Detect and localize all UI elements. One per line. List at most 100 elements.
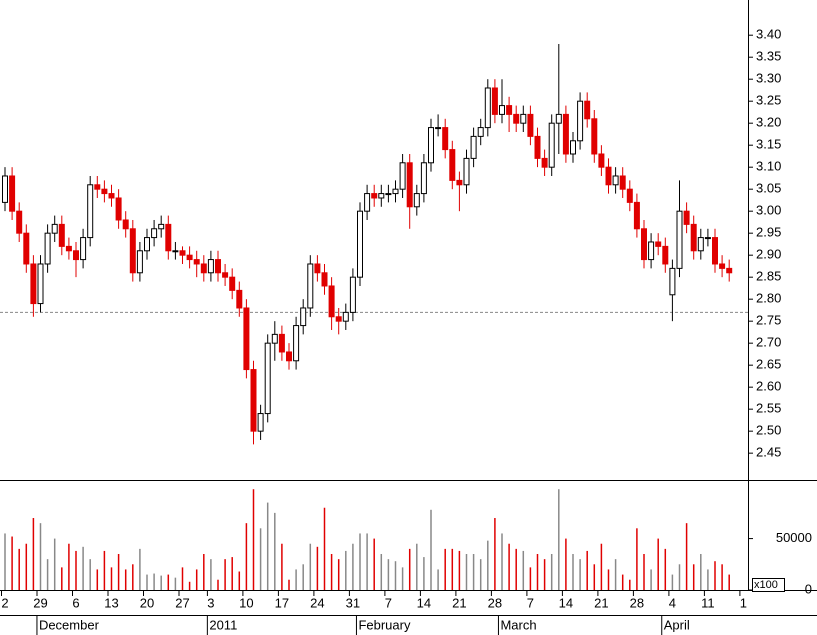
y-tick-label: 3.30 xyxy=(756,71,781,86)
candle-body xyxy=(577,100,584,142)
candle-body xyxy=(186,254,193,261)
y-tick-label: 2.90 xyxy=(756,247,781,262)
candle-body xyxy=(200,263,207,274)
x-tick-label: 11 xyxy=(701,595,715,610)
candle-body xyxy=(378,193,385,199)
y-tick-label: 3.10 xyxy=(756,159,781,174)
x-tick-label: 10 xyxy=(239,595,253,610)
candle-body xyxy=(690,223,697,252)
candle-body xyxy=(626,188,633,203)
y-tick-label: 3.00 xyxy=(756,203,781,218)
x-tick-label: 6 xyxy=(72,595,79,610)
y-tick-label: 2.50 xyxy=(756,423,781,438)
y-tick-label: 2.55 xyxy=(756,401,781,416)
candle-body xyxy=(328,285,335,318)
candle-body xyxy=(179,250,186,256)
x-tick-label: 24 xyxy=(310,595,324,610)
candle-body xyxy=(335,316,342,322)
candle-body xyxy=(80,237,87,261)
x-tick-label: 17 xyxy=(275,595,289,610)
candle-body xyxy=(456,179,463,186)
candle-body xyxy=(349,276,356,313)
candle-body xyxy=(101,188,108,195)
month-label: March xyxy=(500,617,536,632)
y-tick-label: 3.40 xyxy=(756,27,781,42)
candle-body xyxy=(371,193,378,199)
month-label: February xyxy=(358,617,411,632)
candle-body xyxy=(406,162,413,208)
candle-body xyxy=(271,333,278,344)
candle-body xyxy=(23,232,30,265)
x-tick-label: 21 xyxy=(594,595,608,610)
candle-body xyxy=(555,113,562,124)
candle-body xyxy=(293,325,300,362)
month-label: April xyxy=(664,617,690,632)
candle-body xyxy=(115,197,122,221)
candle-body xyxy=(704,237,711,240)
candle-body xyxy=(364,193,371,212)
x-tick-label: 2 xyxy=(1,595,8,610)
x-tick-label: 28 xyxy=(488,595,502,610)
month-label: 2011 xyxy=(209,617,237,632)
x-tick-label: 3 xyxy=(207,595,214,610)
y-tick-label: 3.15 xyxy=(756,137,781,152)
candle-body xyxy=(463,157,470,186)
candle-body xyxy=(314,263,321,274)
candle-body xyxy=(9,175,16,212)
candle-body xyxy=(605,166,612,186)
candle-body xyxy=(16,210,23,234)
candle-body xyxy=(449,149,456,181)
candle-body xyxy=(612,175,619,186)
candle-body xyxy=(719,263,726,269)
y-tick-label: 2.80 xyxy=(756,291,781,306)
candle-body xyxy=(357,210,363,278)
candle-body xyxy=(726,267,733,274)
unit-box xyxy=(752,578,785,592)
candle-body xyxy=(541,157,548,168)
candle-body xyxy=(243,307,250,371)
y-tick-label: 2.85 xyxy=(756,269,781,284)
candle-body xyxy=(399,162,406,190)
candle-body xyxy=(51,223,58,234)
candle-body xyxy=(662,245,669,265)
month-label: December xyxy=(39,617,100,632)
y-tick-label: 3.25 xyxy=(756,93,781,108)
candle-body xyxy=(633,201,640,230)
x-tick-label: 1 xyxy=(740,595,747,610)
candle-body xyxy=(229,276,236,291)
candle-body xyxy=(286,351,292,362)
candle-body xyxy=(598,153,605,168)
x-tick-label: 21 xyxy=(452,595,466,610)
x-tick-label: 13 xyxy=(104,595,118,610)
candle-body xyxy=(676,210,683,269)
candle-body xyxy=(122,219,129,230)
candle-body xyxy=(484,87,491,129)
candle-body xyxy=(321,272,328,287)
volume-unit-label: x100 xyxy=(754,579,778,591)
x-tick-label: 28 xyxy=(630,595,644,610)
candle-body xyxy=(669,267,676,296)
candle-body xyxy=(236,289,243,309)
candle-body xyxy=(144,237,150,252)
candle-body xyxy=(697,237,704,252)
candle-body xyxy=(2,175,8,203)
candle-body xyxy=(655,241,662,247)
candle-body xyxy=(65,245,72,252)
candle-body xyxy=(278,333,285,353)
x-tick-label: 4 xyxy=(669,595,676,610)
candle-body xyxy=(527,113,534,137)
candle-body xyxy=(257,413,264,432)
y-tick-label: 2.65 xyxy=(756,357,781,372)
y-tick-label: 3.20 xyxy=(756,115,781,130)
candle-body xyxy=(420,162,427,195)
y-tick-label: 2.95 xyxy=(756,225,781,240)
candle-body xyxy=(619,175,626,190)
y-tick-label: 3.35 xyxy=(756,49,781,64)
candle-body xyxy=(73,250,79,261)
candle-body xyxy=(548,122,555,168)
candle-body xyxy=(307,263,314,309)
y-tick-label: 2.60 xyxy=(756,379,781,394)
candle-body xyxy=(392,188,399,195)
